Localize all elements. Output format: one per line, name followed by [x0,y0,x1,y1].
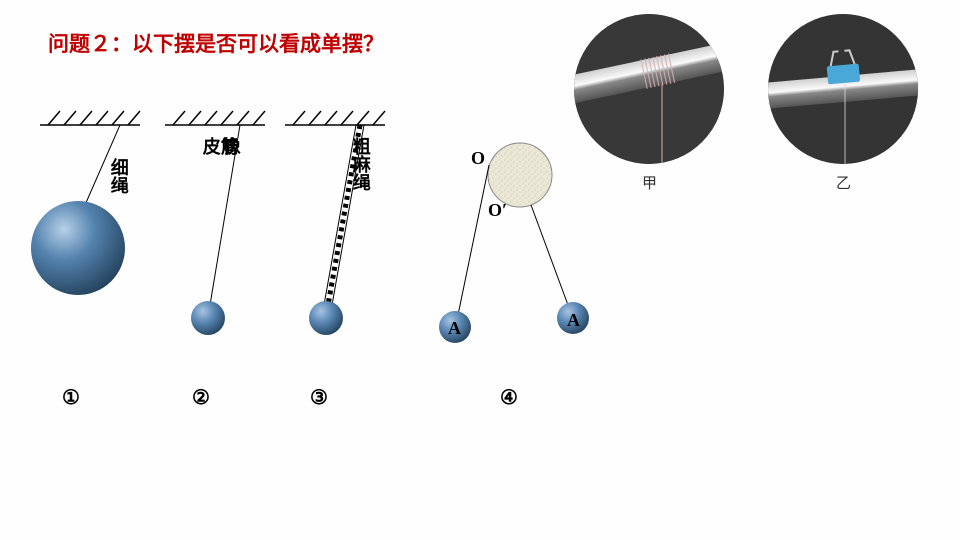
num-3: ③ [310,385,328,410]
num-1: ① [62,385,80,410]
label-A-left: A [448,318,461,339]
label-p2-b: 筋 [218,137,238,155]
num-4: ④ [500,385,518,410]
label-p1: 细绳 [108,158,128,194]
photo-yi-caption: 乙 [836,172,851,193]
pendulum-diagrams [30,105,650,425]
question-title: 问题２：以下摆是否可以看成单摆？ [48,28,384,58]
photo-yi [768,14,918,164]
label-Oprime: O′ [488,200,507,221]
num-2: ② [192,385,210,410]
pendulum-1 [31,111,140,295]
label-O: O [471,148,485,169]
label-p3: 粗麻绳 [350,137,370,191]
photo-yi-svg [768,14,918,164]
label-A-right: A [567,310,580,331]
